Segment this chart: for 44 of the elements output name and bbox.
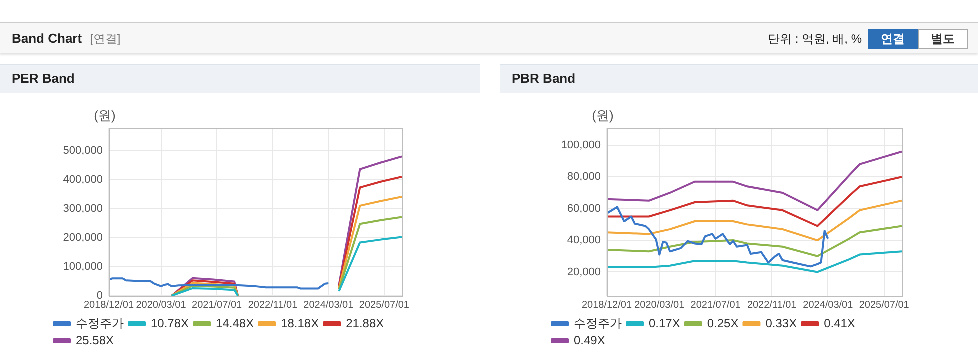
y-tick-label: 40,000 <box>567 234 601 247</box>
legend-label: 수정주가 <box>574 316 622 330</box>
x-tick-label: 2024/03/01 <box>304 300 354 311</box>
legend-label: 21.88X <box>346 316 384 330</box>
text: [연결] <box>90 32 121 46</box>
text: 별도 <box>918 29 968 49</box>
x-tick-label: 2024/03/01 <box>803 300 854 311</box>
text: 연결 <box>868 29 918 49</box>
y-axis-title: (원) <box>94 108 116 124</box>
legend-label: 0.49X <box>574 333 606 348</box>
x-tick-label: 2025/07/01 <box>859 300 910 311</box>
y-tick-label: 100,000 <box>63 261 103 274</box>
x-tick-label: 2021/07/01 <box>192 300 243 311</box>
y-axis-title: (원) <box>592 108 614 124</box>
x-tick-label: 2018/12/01 <box>84 300 134 311</box>
legend-label: 0.25X <box>707 316 739 330</box>
x-tick-label: 2021/07/01 <box>690 300 742 311</box>
x-tick-label: 2020/03/01 <box>634 300 686 311</box>
x-tick-label: 2020/03/01 <box>136 300 187 311</box>
text: Band Chart <box>12 31 82 46</box>
chart-title: PER Band <box>0 64 480 93</box>
y-tick-label: 100,000 <box>561 139 601 152</box>
chart-title: PBR Band <box>500 64 978 93</box>
y-tick-label: 400,000 <box>63 174 103 186</box>
y-tick-label: 80,000 <box>567 171 601 184</box>
y-tick-label: 500,000 <box>63 145 103 158</box>
legend-label: 14.48X <box>216 316 254 330</box>
x-tick-label: 2022/11/01 <box>747 300 798 311</box>
legend-label: 0.41X <box>824 316 856 330</box>
y-tick-label: 20,000 <box>567 266 601 278</box>
legend-label: 0.33X <box>766 316 798 330</box>
legend-label: 25.58X <box>76 333 114 348</box>
legend-label: 18.18X <box>281 316 320 330</box>
y-tick-label: 300,000 <box>63 203 103 216</box>
x-tick-label: 2022/11/01 <box>248 300 298 311</box>
x-tick-label: 2025/07/01 <box>359 300 410 311</box>
legend-label: 0.17X <box>649 316 680 330</box>
y-tick-label: 200,000 <box>63 232 103 244</box>
x-tick-label: 2018/12/01 <box>582 300 632 311</box>
text: 단위 : 억원, 배, % <box>768 30 862 48</box>
legend-label: 10.78X <box>151 316 190 330</box>
y-tick-label: 0 <box>96 290 103 302</box>
legend-label: 수정주가 <box>76 316 124 330</box>
y-tick-label: 60,000 <box>567 202 601 215</box>
